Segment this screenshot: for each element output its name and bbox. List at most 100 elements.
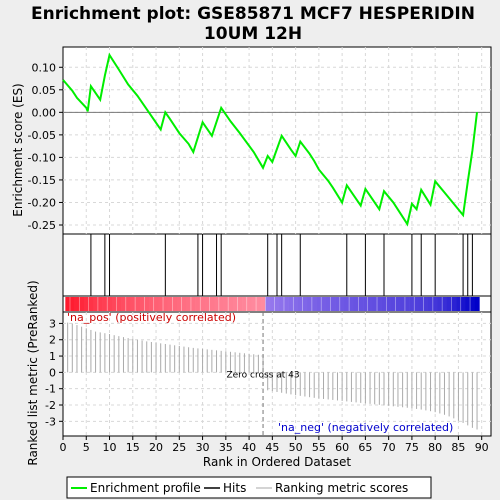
heatmap-cell — [242, 297, 248, 311]
heatmap-cell — [460, 297, 466, 311]
heatmap-cell — [363, 297, 369, 311]
x-tick-label: 65 — [358, 441, 372, 454]
es-y-tick-label: -0.10 — [28, 151, 56, 164]
heatmap-cell — [176, 297, 182, 311]
x-tick-label: 75 — [405, 441, 419, 454]
heatmap-cell — [339, 297, 345, 311]
heatmap-cell — [395, 297, 401, 311]
metric-y-tick-label: 2 — [49, 334, 56, 347]
heatmap-cell — [125, 297, 131, 311]
heatmap-cell — [251, 297, 257, 311]
negative-correlated-label: 'na_neg' (negatively correlated) — [278, 421, 453, 434]
heatmap-cell — [465, 297, 471, 311]
x-tick-label: 0 — [60, 441, 67, 454]
legend-metric-label: Ranking metric scores — [275, 481, 408, 495]
heatmap-cell — [69, 297, 75, 311]
heatmap-cell — [390, 297, 396, 311]
es-y-tick-label: 0.10 — [32, 61, 57, 74]
heatmap-cell — [190, 297, 196, 311]
heatmap-cell — [139, 297, 145, 311]
heatmap-cell — [186, 297, 192, 311]
x-tick-label: 5 — [83, 441, 90, 454]
heatmap-cell — [163, 297, 168, 311]
heatmap-cell — [414, 297, 420, 311]
heatmap-cell — [218, 297, 224, 311]
heatmap-cell — [111, 297, 117, 311]
heatmap-cell — [335, 297, 341, 311]
x-tick-label: 90 — [475, 441, 489, 454]
metric-y-tick-label: -3 — [45, 415, 56, 428]
heatmap-cell — [130, 297, 136, 311]
heatmap-cell — [330, 297, 336, 311]
x-tick-label: 35 — [219, 441, 233, 454]
heatmap-cell — [377, 297, 382, 311]
heatmap-cell — [474, 297, 480, 311]
heatmap-cell — [302, 297, 308, 311]
heatmap-cell — [135, 297, 141, 311]
x-tick-label: 40 — [242, 441, 256, 454]
hit-lines — [90, 234, 473, 296]
heatmap-cell — [88, 297, 94, 311]
x-axis-label: Rank in Ordered Dataset — [203, 455, 351, 469]
enrichment-profile-line — [62, 52, 478, 227]
heatmap-cell — [321, 297, 327, 311]
heatmap-cell — [423, 297, 429, 311]
metric-y-axis: 3 2 1 0 -1 -2 -3 — [45, 317, 63, 428]
x-tick-label: 10 — [103, 441, 117, 454]
heatmap-cell — [381, 297, 387, 311]
es-y-tick-label: 0.05 — [32, 84, 57, 97]
heatmap-cell — [93, 297, 99, 311]
heatmap-cell — [209, 297, 215, 311]
heatmap-cell — [428, 297, 434, 311]
es-y-tick-label: -0.25 — [28, 219, 56, 232]
heatmap-cell — [344, 297, 350, 311]
heatmap-cell — [265, 297, 271, 311]
plot-title-line1: Enrichment plot: GSE85871 MCF7 HESPERIDI… — [31, 4, 475, 24]
heatmap-cell — [116, 297, 122, 311]
heatmap-cell — [283, 297, 289, 311]
metric-y-tick-label: 1 — [49, 350, 56, 363]
x-tick-label: 20 — [149, 441, 163, 454]
heatmap-cell — [437, 297, 443, 311]
heatmap-cell — [325, 297, 331, 311]
es-y-tick-label: -0.05 — [28, 129, 56, 142]
heatmap-cell — [107, 297, 113, 311]
heatmap-cell — [274, 297, 280, 311]
heatmap-cell — [237, 297, 243, 311]
legend-hits-label: Hits — [223, 481, 246, 495]
heatmap-cell — [288, 297, 294, 311]
heatmap-cell — [200, 297, 206, 311]
heatmap-cell — [367, 297, 373, 311]
positive-correlated-label: 'na_pos' (positively correlated) — [67, 311, 236, 324]
heatmap-cell — [83, 297, 89, 311]
metric-y-tick-label: 0 — [49, 366, 56, 379]
heatmap-cell — [270, 297, 275, 311]
x-tick-label: 45 — [265, 441, 279, 454]
heatmap-cell — [404, 297, 410, 311]
heatmap-cell — [153, 297, 159, 311]
es-y-tick-label: -0.20 — [28, 196, 56, 209]
es-panel — [62, 46, 492, 235]
heatmap-cell — [232, 297, 238, 311]
heatmap-cell — [181, 297, 187, 311]
heatmap-cell — [451, 297, 457, 311]
x-tick-label: 85 — [451, 441, 465, 454]
heatmap-cell — [144, 297, 150, 311]
heatmap-cell — [372, 297, 378, 311]
x-tick-label: 70 — [382, 441, 396, 454]
x-tick-label: 15 — [126, 441, 140, 454]
legend-enrichment-label: Enrichment profile — [90, 481, 201, 495]
heatmap-cell — [316, 297, 322, 311]
metric-y-tick-label: 3 — [49, 317, 56, 330]
x-tick-label: 80 — [428, 441, 442, 454]
heatmap-cell — [149, 297, 155, 311]
zero-cross-label: Zero cross at 43 — [226, 370, 299, 380]
x-tick-label: 50 — [289, 441, 303, 454]
heatmap-cell — [353, 297, 359, 311]
heatmap-cell — [358, 297, 364, 311]
heatmap-cell — [121, 297, 127, 311]
heatmap-cell — [297, 297, 303, 311]
x-tick-label: 60 — [335, 441, 349, 454]
heatmap-cell — [195, 297, 201, 311]
legend-box — [66, 476, 432, 499]
